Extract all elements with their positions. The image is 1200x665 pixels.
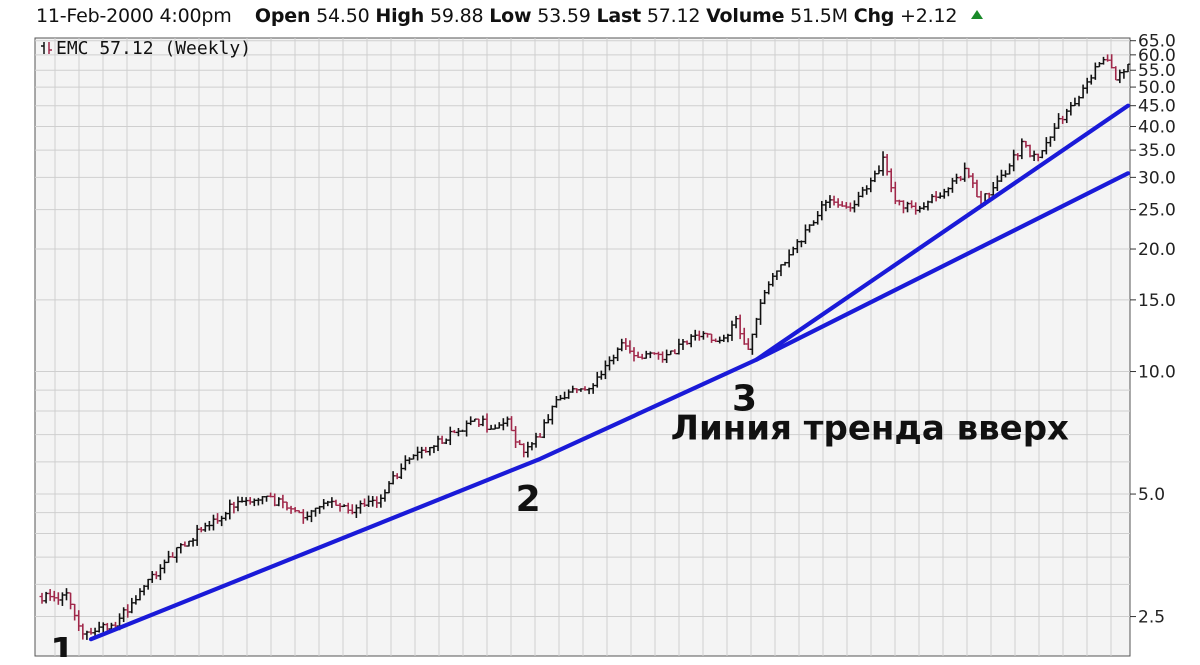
y-tick-label: 10.0: [1138, 363, 1176, 383]
touch-point-label-3: 3: [732, 378, 757, 419]
touch-point-label-2: 2: [516, 479, 541, 520]
x-axis-strip: [0, 657, 1200, 665]
y-axis-ticks: 2.5 5.0 10.0 15.0 20.0 25.0 30.0 35.0 40.045.050…: [1130, 32, 1176, 628]
y-tick-label: 2.5: [1138, 608, 1165, 628]
trendlines: [88, 103, 1131, 642]
y-tick-label: 20.0: [1138, 240, 1176, 260]
high-value: 59.88: [429, 5, 484, 27]
y-tick-label: 30.0: [1138, 168, 1176, 188]
y-tick-label: 5.0: [1138, 485, 1165, 505]
volume-value: 51.5M: [790, 5, 848, 27]
price-header: 11-Feb-2000 4:00pm Open 54.50 High 59.88…: [36, 5, 984, 33]
symbol-label: EMC 57.12 (Weekly): [56, 38, 251, 59]
horizontal-gridlines: [35, 40, 1130, 618]
low-value: 53.59: [537, 5, 591, 27]
high-label: High: [375, 5, 425, 27]
last-value: 57.12: [646, 5, 701, 27]
ohlc-bar: [1125, 63, 1131, 73]
trend-caption: Линия тренда вверх: [671, 409, 1069, 449]
y-tick-label: 65.0: [1138, 32, 1176, 52]
chg-value: +2.12: [900, 5, 958, 27]
up-triangle-icon: [971, 10, 984, 19]
last-label: Last: [596, 5, 641, 27]
bar-style-icon: [41, 42, 52, 54]
trendline: [88, 171, 1131, 642]
volume-label: Volume: [706, 5, 785, 27]
y-tick-label: 40.0: [1138, 118, 1176, 138]
vertical-gridlines: [54, 38, 1112, 656]
y-tick-label: 55.0: [1138, 61, 1176, 81]
y-tick-label: 15.0: [1138, 291, 1176, 311]
y-tick-label: 45.0: [1138, 97, 1176, 117]
ohlc-bars: [39, 54, 1131, 640]
chg-label: Chg: [853, 5, 895, 27]
y-tick-label: 60.0: [1138, 46, 1176, 66]
header-datetime: 11-Feb-2000 4:00pm: [36, 5, 232, 27]
low-label: Low: [489, 5, 532, 27]
y-tick-label: 25.0: [1138, 201, 1176, 221]
y-tick-label: 35.0: [1138, 141, 1176, 161]
trendline: [754, 103, 1131, 362]
open-value: 54.50: [316, 5, 370, 27]
y-tick-label: 50.0: [1138, 78, 1176, 98]
chart-legend: EMC 57.12 (Weekly): [41, 38, 251, 59]
open-label: Open: [254, 5, 311, 27]
